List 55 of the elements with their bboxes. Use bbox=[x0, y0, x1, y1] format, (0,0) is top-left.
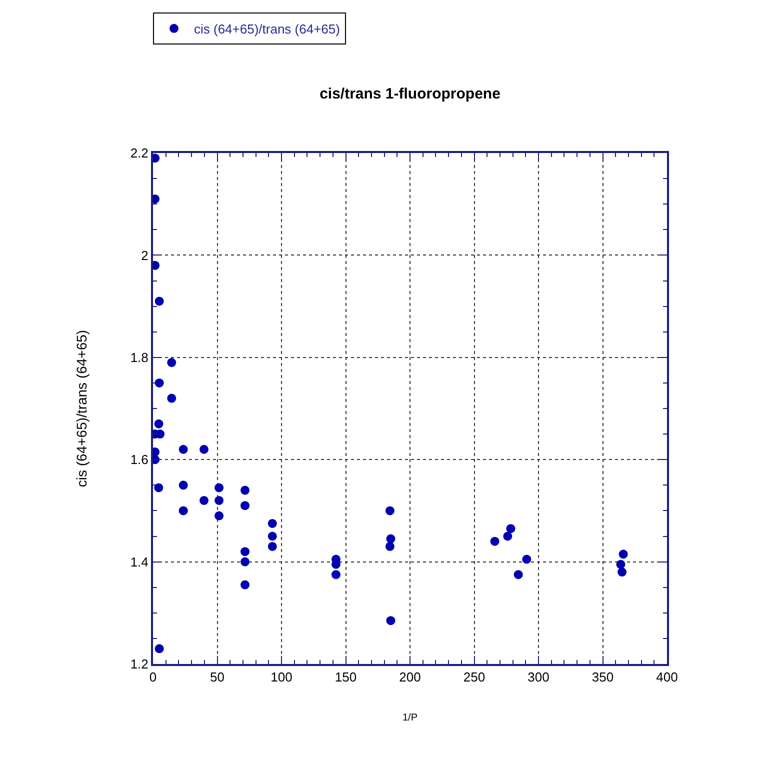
y-tick-label: 1.8 bbox=[130, 350, 148, 365]
point bbox=[268, 518, 277, 528]
x-tick-label: 300 bbox=[528, 670, 550, 685]
point bbox=[214, 496, 224, 505]
point bbox=[268, 542, 277, 551]
point bbox=[386, 616, 396, 626]
y-tick-label: 1.2 bbox=[130, 656, 148, 672]
y-axis-title: cis (64+65)/trans (64+65) bbox=[73, 330, 90, 488]
point bbox=[154, 483, 164, 492]
point bbox=[616, 560, 626, 569]
point bbox=[200, 496, 209, 505]
point bbox=[240, 580, 250, 590]
chart-title: cis/trans 1-fluoropropene bbox=[320, 85, 500, 102]
point bbox=[154, 419, 164, 428]
point bbox=[514, 570, 523, 580]
point bbox=[178, 506, 188, 516]
point bbox=[154, 378, 164, 388]
x-axis-title: 1/P bbox=[402, 712, 418, 724]
point bbox=[167, 358, 176, 368]
point bbox=[385, 542, 394, 551]
point bbox=[506, 524, 516, 534]
point bbox=[154, 644, 164, 654]
point bbox=[240, 557, 250, 566]
point bbox=[618, 550, 628, 559]
x-tick-label: 50 bbox=[210, 670, 224, 685]
x-tick-label: 100 bbox=[270, 670, 292, 685]
point bbox=[490, 536, 500, 546]
point bbox=[200, 444, 209, 454]
point bbox=[214, 483, 224, 492]
point bbox=[385, 506, 394, 516]
point bbox=[240, 501, 250, 510]
y-tick-label: 2 bbox=[141, 248, 148, 263]
x-tick-label: 0 bbox=[149, 670, 157, 685]
legend-label: cis (64+65)/trans (64+65) bbox=[194, 21, 340, 36]
point bbox=[167, 394, 176, 403]
y-tick-label: 1.6 bbox=[130, 452, 148, 468]
x-tick-label: 150 bbox=[334, 670, 357, 685]
y-tick-label: 1.4 bbox=[130, 554, 148, 570]
point bbox=[331, 570, 340, 580]
x-tick-label: 250 bbox=[463, 670, 486, 685]
point bbox=[154, 296, 164, 306]
point bbox=[178, 444, 188, 454]
y-tick-label: 2.2 bbox=[130, 146, 148, 161]
point bbox=[503, 532, 512, 541]
point bbox=[214, 511, 224, 520]
x-tick-label: 200 bbox=[399, 670, 421, 685]
x-tick-label: 400 bbox=[656, 670, 678, 685]
point bbox=[386, 534, 396, 544]
x-tick-label: 350 bbox=[592, 670, 614, 685]
point bbox=[522, 554, 532, 564]
point bbox=[240, 547, 250, 556]
point bbox=[240, 486, 250, 495]
point bbox=[268, 532, 277, 541]
point bbox=[178, 480, 188, 490]
point bbox=[618, 568, 627, 577]
